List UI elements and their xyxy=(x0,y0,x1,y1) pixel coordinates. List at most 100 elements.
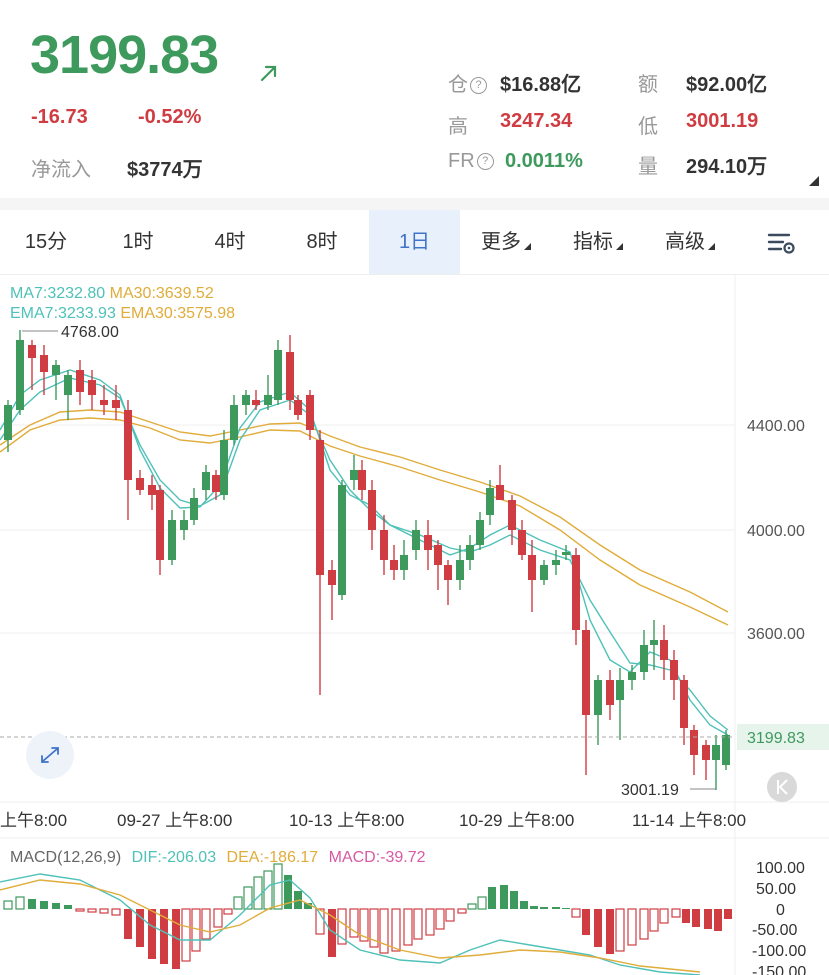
candle-body xyxy=(562,552,570,555)
net-inflow-value: $3774万 xyxy=(127,159,203,181)
candle-body xyxy=(100,400,108,405)
macd-bar xyxy=(359,908,369,942)
macd-bar xyxy=(488,887,496,909)
tab-label: 15分 xyxy=(24,231,68,253)
dropdown-corner-icon xyxy=(616,243,623,250)
section-divider xyxy=(0,198,829,210)
question-circle-icon[interactable]: ? xyxy=(476,153,494,170)
interval-tab-bar: 15分 1时 4时 8时 1日 更多 指标 高级 xyxy=(0,210,829,275)
candle-body xyxy=(400,555,408,570)
candle-body xyxy=(294,400,302,415)
macd-legend: MACD(12,26,9) DIF:-206.03 DEA:-186.17 MA… xyxy=(10,849,426,866)
candle-body xyxy=(616,680,624,700)
tab-1h[interactable]: 1时 xyxy=(92,210,184,274)
candle-body xyxy=(552,560,560,565)
macd-bar xyxy=(445,908,455,922)
macd-bar xyxy=(87,908,97,913)
candle-body xyxy=(670,660,678,680)
open-interest-value: $16.88亿 xyxy=(500,74,582,96)
candle-body xyxy=(338,485,346,595)
low-value: 3001.19 xyxy=(686,110,759,132)
tab-indicators[interactable]: 指标 xyxy=(552,210,644,274)
kline-chart[interactable]: 4768.00 3001.19 4400.00 4000.00 3600.00 … xyxy=(0,275,829,975)
ma30-line xyxy=(0,409,729,613)
candle-body xyxy=(180,520,188,530)
last-price: 3199.83 xyxy=(30,25,219,85)
tab-label: 8时 xyxy=(306,231,338,253)
macd-bar xyxy=(457,908,467,914)
open-interest-label: 仓 xyxy=(448,74,468,96)
candle-body xyxy=(88,380,96,395)
open-interest-stat[interactable]: 仓? xyxy=(448,68,487,97)
candle-body xyxy=(690,730,698,755)
dropdown-corner-icon xyxy=(708,243,715,250)
macd-bar xyxy=(435,908,445,930)
candle-body xyxy=(594,680,602,715)
ma-legend: MA7:3232.80 MA30:3639.52 xyxy=(10,285,214,303)
candle-body xyxy=(582,630,590,715)
candle-body xyxy=(274,350,282,400)
macd-bar xyxy=(64,905,72,909)
macd-bar xyxy=(639,908,649,940)
macd-bar xyxy=(15,896,25,910)
candle-body xyxy=(380,530,388,560)
tab-4h[interactable]: 4时 xyxy=(184,210,276,274)
macd-bar xyxy=(500,885,508,909)
macd-bar xyxy=(349,908,359,938)
macd-bar xyxy=(136,909,144,947)
tab-15m[interactable]: 15分 xyxy=(0,210,92,274)
tab-more[interactable]: 更多 xyxy=(460,210,552,274)
macd-bar xyxy=(467,903,477,910)
tab-8h[interactable]: 8时 xyxy=(276,210,368,274)
low-label: 低 xyxy=(638,116,658,138)
candle-body xyxy=(64,375,72,395)
price-axis-tick: 4000.00 xyxy=(747,523,805,540)
funding-rate-stat[interactable]: FR? xyxy=(448,150,494,173)
macd-bar xyxy=(413,908,423,940)
candle-body xyxy=(680,680,688,728)
macd-bar xyxy=(124,909,132,939)
date-axis-tick: 11-14 上午8:00 xyxy=(632,811,746,830)
candle-body xyxy=(434,545,442,565)
max-price-label: 4768.00 xyxy=(61,324,119,341)
net-inflow-label: 净流入 xyxy=(31,159,91,181)
macd-bar xyxy=(425,908,435,936)
candle-body xyxy=(628,672,636,680)
macd-axis-tick: 100.00 xyxy=(756,860,805,877)
macd-axis-tick: 0 xyxy=(776,902,785,919)
macd-bar xyxy=(284,875,292,909)
macd-bar xyxy=(682,909,690,923)
question-circle-icon[interactable]: ? xyxy=(470,77,487,94)
macd-dea: DEA:-186.17 xyxy=(227,849,319,866)
macd-bar xyxy=(582,909,590,935)
macd-bar xyxy=(28,899,36,909)
macd-bar xyxy=(243,886,253,910)
macd-bar xyxy=(273,863,283,910)
candle-body xyxy=(252,400,260,405)
tab-label: 指标 xyxy=(573,231,613,253)
turnover-label: 额 xyxy=(638,74,658,96)
candle-body xyxy=(702,745,710,760)
candle-body xyxy=(124,410,132,480)
candle-body xyxy=(572,555,580,630)
candle-body xyxy=(424,535,432,550)
candle-body xyxy=(76,370,84,392)
date-axis-tick: 10-13 上午8:00 xyxy=(289,811,404,830)
candle-body xyxy=(328,570,336,585)
macd-bar xyxy=(403,908,413,946)
macd-bar xyxy=(627,908,637,946)
dropdown-corner-icon[interactable] xyxy=(809,176,819,186)
ema7-legend: EMA7:3233.93 xyxy=(10,305,116,322)
tab-1d[interactable]: 1日 xyxy=(369,210,460,274)
candle-body xyxy=(40,355,48,372)
fullscreen-expand-icon[interactable] xyxy=(26,731,74,779)
macd-bar xyxy=(724,909,732,919)
candle-body xyxy=(540,565,548,580)
tab-advanced[interactable]: 高级 xyxy=(644,210,736,274)
ema7-line xyxy=(0,377,729,731)
price-change: -16.73 xyxy=(31,106,88,128)
candle-body xyxy=(52,365,60,375)
price-axis-tick: 3600.00 xyxy=(747,626,805,643)
chart-settings-icon[interactable] xyxy=(767,230,797,256)
scroll-to-latest-icon[interactable] xyxy=(767,772,797,802)
